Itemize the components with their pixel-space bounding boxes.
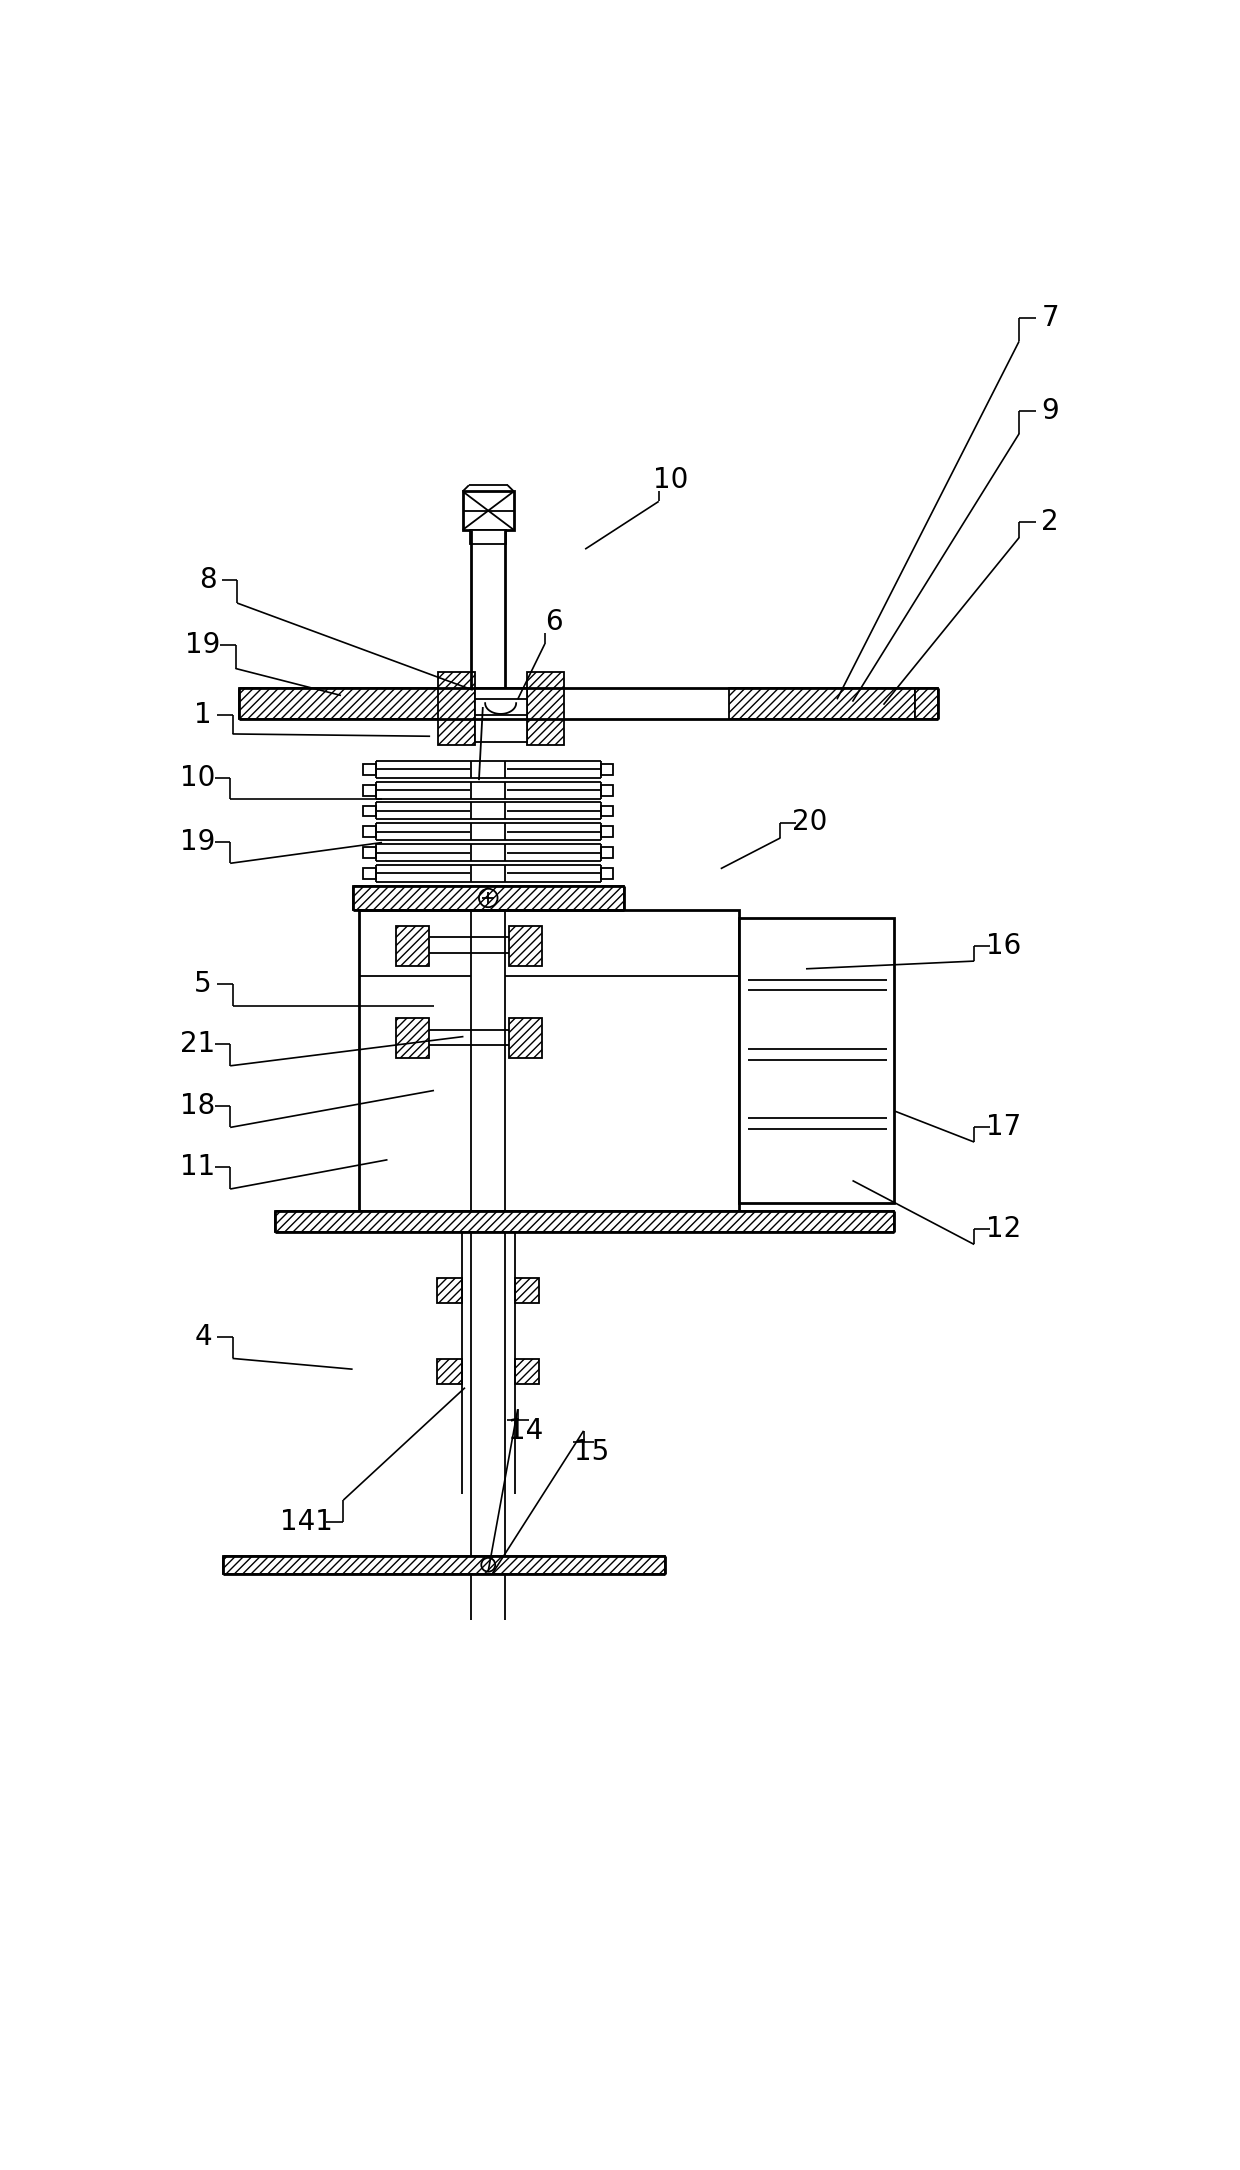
- Bar: [275, 1211, 894, 1233]
- Bar: [363, 786, 376, 796]
- Bar: [915, 688, 937, 718]
- Text: 5: 5: [195, 970, 212, 998]
- Bar: [527, 673, 564, 746]
- Text: 21: 21: [180, 1031, 216, 1059]
- Bar: [363, 868, 376, 879]
- Text: 2: 2: [1042, 508, 1059, 536]
- Bar: [515, 1358, 539, 1384]
- Text: 6: 6: [546, 608, 563, 636]
- Bar: [515, 1278, 539, 1302]
- Bar: [438, 1358, 463, 1384]
- Text: 19: 19: [180, 827, 216, 855]
- Text: 20: 20: [792, 809, 827, 835]
- Bar: [438, 1278, 463, 1302]
- Text: 7: 7: [1042, 304, 1059, 332]
- Text: 10: 10: [180, 764, 216, 792]
- Text: 18: 18: [180, 1092, 216, 1120]
- Bar: [358, 909, 739, 1211]
- Bar: [739, 918, 894, 1202]
- Bar: [363, 846, 376, 857]
- Text: 9: 9: [1042, 397, 1059, 425]
- Bar: [463, 490, 513, 529]
- Bar: [363, 805, 376, 816]
- Bar: [396, 1018, 429, 1059]
- Bar: [352, 885, 624, 909]
- Text: 1: 1: [195, 701, 212, 729]
- Bar: [223, 1556, 665, 1573]
- Text: 141: 141: [280, 1508, 332, 1536]
- Bar: [438, 673, 475, 746]
- Bar: [363, 827, 376, 838]
- Text: 14: 14: [508, 1417, 543, 1445]
- Bar: [600, 846, 613, 857]
- Text: 8: 8: [198, 566, 217, 595]
- Bar: [475, 688, 527, 742]
- Bar: [470, 529, 506, 545]
- Bar: [729, 688, 915, 718]
- Bar: [510, 1018, 542, 1059]
- Bar: [396, 927, 429, 966]
- Bar: [238, 688, 448, 718]
- Text: 19: 19: [185, 631, 221, 660]
- Bar: [600, 868, 613, 879]
- Bar: [363, 764, 376, 775]
- Text: 11: 11: [180, 1154, 216, 1180]
- Bar: [510, 927, 542, 966]
- Bar: [600, 764, 613, 775]
- Text: 16: 16: [986, 931, 1022, 959]
- Bar: [600, 805, 613, 816]
- Text: 12: 12: [986, 1215, 1022, 1243]
- Bar: [600, 786, 613, 796]
- Text: 15: 15: [574, 1439, 609, 1467]
- Text: 10: 10: [652, 467, 688, 495]
- Text: 17: 17: [986, 1113, 1022, 1141]
- Text: 4: 4: [195, 1324, 212, 1352]
- Bar: [600, 827, 613, 838]
